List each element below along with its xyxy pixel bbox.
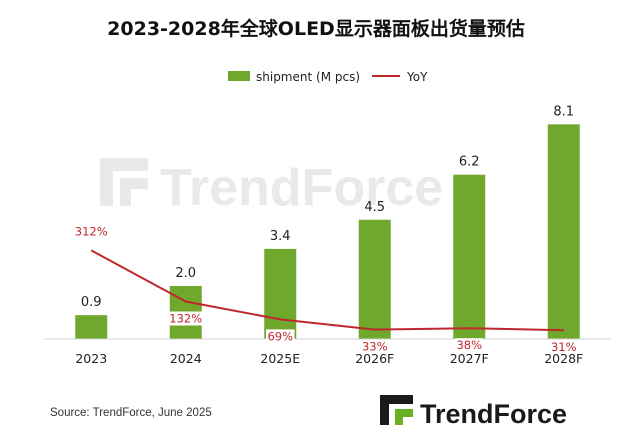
x-tick-label: 2024: [170, 351, 202, 366]
x-tick-label: 2023: [75, 351, 107, 366]
legend-label-yoy: YoY: [406, 70, 428, 84]
yoy-series: [90, 249, 564, 332]
yoy-value-label: 38%: [456, 338, 482, 352]
legend: shipment (M pcs) YoY: [228, 70, 428, 84]
bar-2027F: [453, 174, 486, 339]
yoy-label-bg: [360, 339, 389, 354]
bar-value-label: 4.5: [364, 200, 385, 215]
legend-swatch-shipment: [228, 71, 250, 81]
bar-value-label: 8.1: [553, 104, 574, 119]
yoy-value-label: 69%: [267, 329, 293, 343]
bar-series: [75, 124, 580, 339]
x-tick-label: 2027F: [450, 351, 489, 366]
x-axis-ticks: 2023 2024 2025E 2026F 2027F 2028F: [75, 351, 583, 366]
bar-2023: [75, 315, 108, 339]
yoy-value-label: 33%: [362, 340, 388, 354]
bar-value-label: 0.9: [81, 295, 102, 310]
bar-2025E: [264, 248, 297, 339]
watermark-text: TrendForce: [160, 159, 443, 217]
yoy-value-label: 31%: [551, 340, 577, 354]
x-tick-label: 2028F: [544, 351, 583, 366]
data-labels: 0.9 2.0 3.4 4.5 6.2 8.1 312% 132% 69% 33% 38% 31%: [75, 104, 578, 355]
logo-text: TrendForce: [420, 399, 567, 429]
trendforce-logo-icon: [380, 395, 413, 425]
bar-2026F: [358, 219, 391, 339]
bar-2028F: [547, 124, 580, 339]
yoy-label-bg: [167, 311, 204, 326]
yoy-label-bg: [549, 340, 578, 355]
bar-value-label: 3.4: [270, 229, 291, 244]
yoy-value-label: 312%: [75, 224, 108, 238]
x-tick-label: 2025E: [260, 351, 300, 366]
legend-label-shipment: shipment (M pcs): [256, 70, 360, 84]
bar-value-label: 6.2: [459, 155, 480, 170]
bar-value-label: 2.0: [175, 266, 196, 281]
chart-title: 2023-2028年全球OLED显示器面板出货量预估: [107, 17, 525, 40]
source-note: Source: TrendForce, June 2025: [50, 407, 212, 419]
yoy-label-bg: [266, 329, 295, 344]
x-tick-label: 2026F: [355, 351, 394, 366]
watermark-logo-icon: [100, 158, 148, 206]
yoy-value-label: 132%: [169, 312, 202, 326]
watermark: TrendForce: [100, 158, 443, 217]
yoy-label-bg: [455, 338, 484, 353]
trendforce-logo: TrendForce: [380, 395, 567, 429]
yoy-line: [90, 249, 564, 332]
